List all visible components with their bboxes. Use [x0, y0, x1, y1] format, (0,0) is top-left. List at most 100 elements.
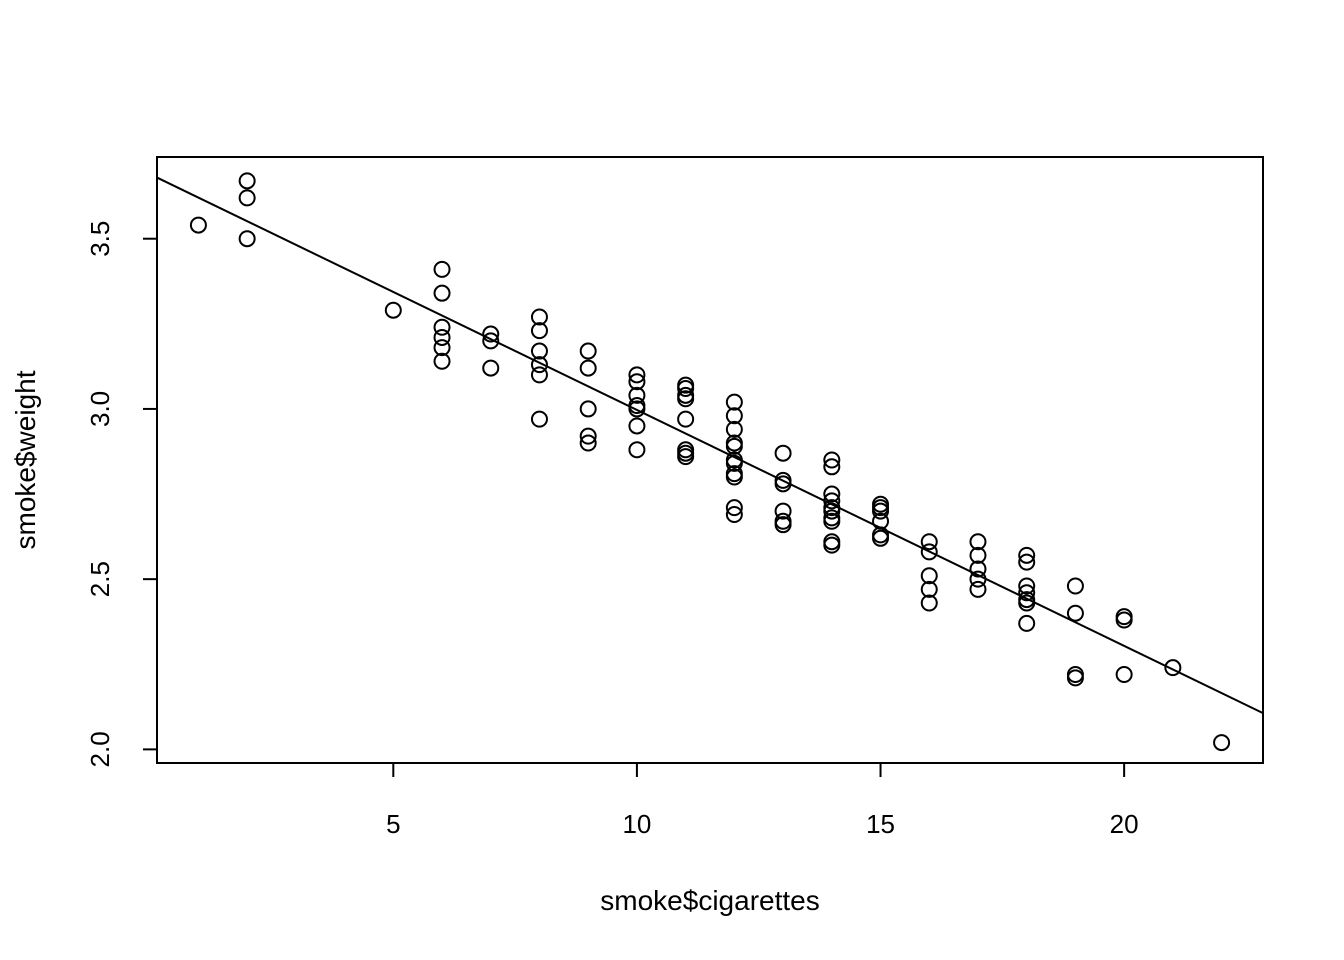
data-point — [1018, 577, 1036, 595]
data-point — [433, 328, 451, 346]
data-point — [725, 393, 743, 411]
data-point — [628, 400, 646, 418]
data-point — [628, 373, 646, 391]
data-point — [579, 342, 597, 360]
data-point — [1018, 614, 1036, 632]
data-point — [628, 366, 646, 384]
data-point — [433, 318, 451, 336]
data-point — [530, 366, 548, 384]
data-point — [433, 260, 451, 278]
y-tick-label: 3.0 — [85, 391, 115, 427]
data-point — [969, 580, 987, 598]
data-point — [677, 448, 695, 466]
data-point — [725, 454, 743, 472]
data-point — [725, 407, 743, 425]
data-point — [725, 468, 743, 486]
x-axis-label: smoke$cigarettes — [600, 885, 819, 916]
data-point — [1066, 665, 1084, 683]
data-point — [774, 502, 792, 520]
x-tick-label: 15 — [866, 809, 895, 839]
data-point — [1066, 604, 1084, 622]
data-point — [1066, 669, 1084, 687]
data-point — [530, 410, 548, 428]
data-point — [920, 543, 938, 561]
plot-frame — [156, 156, 1264, 764]
data-point — [628, 386, 646, 404]
data-point — [872, 529, 890, 547]
data-point — [823, 502, 841, 520]
data-point — [238, 172, 256, 190]
x-axis: 5 10 15 20 — [386, 762, 1139, 839]
data-point — [1018, 594, 1036, 612]
data-point — [920, 580, 938, 598]
data-points — [189, 172, 1231, 752]
data-point — [530, 308, 548, 326]
data-point — [530, 322, 548, 340]
y-tick-label: 3.5 — [85, 221, 115, 257]
data-point — [384, 301, 402, 319]
y-tick-label: 2.0 — [85, 731, 115, 767]
data-point — [725, 420, 743, 438]
data-point — [628, 417, 646, 435]
x-tick-label: 5 — [386, 809, 400, 839]
data-point — [774, 475, 792, 493]
data-point — [677, 380, 695, 398]
data-point — [823, 512, 841, 530]
data-point — [774, 516, 792, 534]
data-point — [823, 533, 841, 551]
data-point — [579, 434, 597, 452]
data-point — [1115, 608, 1133, 626]
data-point — [969, 533, 987, 551]
data-point — [823, 458, 841, 476]
data-point — [1213, 734, 1231, 752]
data-point — [433, 284, 451, 302]
y-axis: 2.0 2.5 3.0 3.5 — [85, 221, 158, 767]
data-point — [238, 189, 256, 207]
data-point — [1115, 665, 1133, 683]
data-point — [1018, 546, 1036, 564]
regression-line — [156, 176, 1264, 715]
data-point — [579, 359, 597, 377]
data-point — [433, 339, 451, 357]
data-point — [433, 352, 451, 370]
data-point — [920, 567, 938, 585]
data-point — [1164, 659, 1182, 677]
data-point — [1115, 611, 1133, 629]
data-point — [920, 594, 938, 612]
data-point — [628, 441, 646, 459]
data-point — [1018, 553, 1036, 571]
data-point — [969, 546, 987, 564]
data-point — [482, 359, 500, 377]
data-point — [823, 492, 841, 510]
data-point — [725, 437, 743, 455]
data-point — [579, 400, 597, 418]
y-tick-label: 2.5 — [85, 561, 115, 597]
data-point — [823, 485, 841, 503]
data-point — [823, 536, 841, 554]
data-point — [677, 444, 695, 462]
data-point — [189, 216, 207, 234]
data-point — [677, 410, 695, 428]
data-point — [823, 451, 841, 469]
data-point — [530, 356, 548, 374]
x-tick-label: 20 — [1110, 809, 1139, 839]
data-point — [530, 342, 548, 360]
data-point — [969, 570, 987, 588]
data-point — [725, 505, 743, 523]
data-point — [969, 560, 987, 578]
data-point — [579, 427, 597, 445]
data-point — [677, 390, 695, 408]
y-axis-label: smoke$weight — [10, 370, 41, 549]
data-point — [920, 533, 938, 551]
data-point — [1018, 584, 1036, 602]
data-point — [238, 230, 256, 248]
data-point — [482, 325, 500, 343]
data-point — [1066, 577, 1084, 595]
data-point — [774, 512, 792, 530]
data-point — [872, 502, 890, 520]
data-point — [482, 332, 500, 350]
x-tick-label: 10 — [622, 809, 651, 839]
data-point — [725, 499, 743, 517]
regression-line-group — [156, 176, 1264, 715]
